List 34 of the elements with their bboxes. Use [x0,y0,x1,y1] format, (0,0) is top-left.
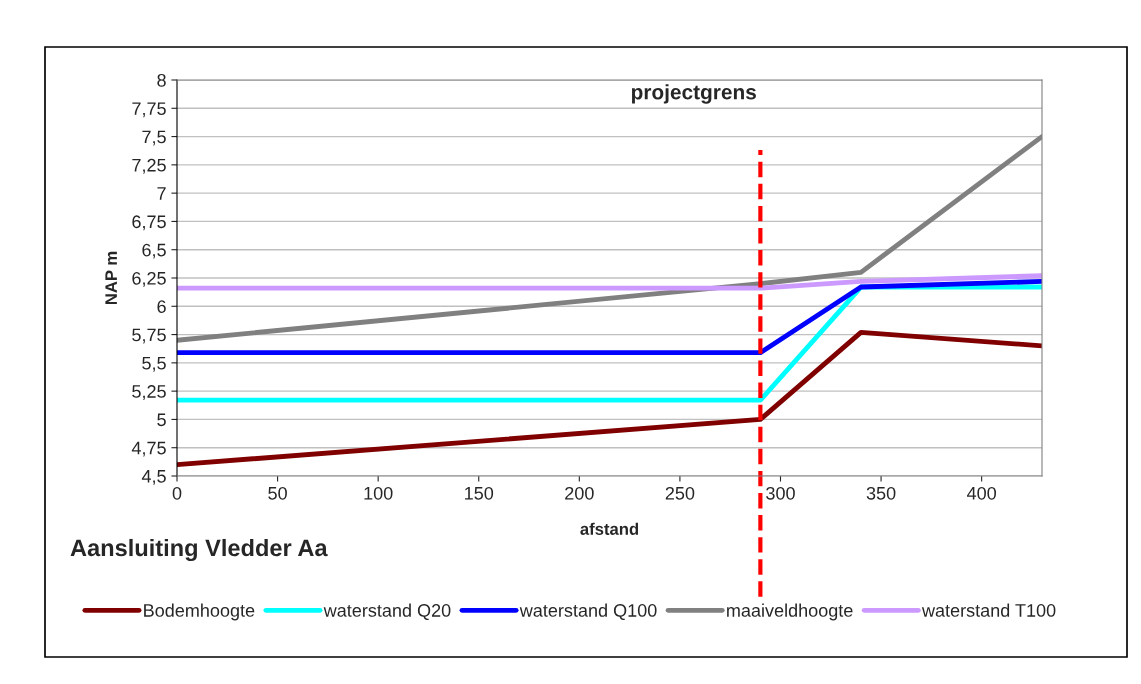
legend-label: waterstand T100 [921,603,1056,617]
y-axis-title: NAP m [105,251,117,305]
y-tick-label: 7 [157,187,166,200]
x-tick-label: 250 [665,486,695,500]
y-tick-label: 7,5 [142,130,166,146]
y-tick-label: 6,75 [132,215,166,231]
legend-label: waterstand Q100 [519,603,657,621]
y-tick-label: 7,25 [132,158,166,174]
legend-label: waterstand Q20 [323,603,451,621]
x-tick-label: 400 [967,486,997,500]
x-tick-label: 0 [172,486,182,500]
y-tick-label: 7,75 [132,102,166,118]
ref-line-label: projectgrens [631,84,756,104]
x-tick-label: 50 [268,486,287,500]
y-tick-label: 5 [157,413,166,427]
text: Aansluiting Vledder Aa [70,538,328,562]
y-tick-label: 4,5 [141,470,166,485]
legend-label: Bodemhoogte [144,603,255,621]
y-tick-label: 6,25 [132,271,166,287]
x-tick-label: 350 [866,486,896,500]
x-tick-label: 200 [565,486,594,500]
line-series [177,329,1042,468]
y-tick-label: 6 [157,300,166,314]
y-tick-label: 5,25 [132,385,166,400]
legend-label: maaiveldhoogte [727,603,853,621]
x-tick-label: 100 [364,486,393,500]
x-tick-label: 150 [465,486,494,500]
x-axis-title: afstand [580,522,639,535]
y-tick-label: 6,5 [142,243,166,259]
x-tick-label: 300 [766,486,795,500]
y-tick-label: 5,5 [142,356,166,372]
y-tick-label: 4,75 [131,441,166,457]
y-tick-label: 5,75 [132,328,166,344]
y-tick-label: 8 [157,73,166,87]
